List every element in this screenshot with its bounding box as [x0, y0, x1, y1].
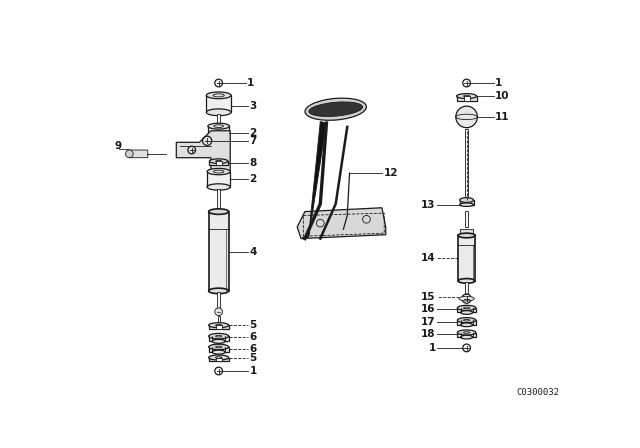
Text: 17: 17: [421, 317, 436, 327]
Polygon shape: [297, 208, 386, 238]
Bar: [209, 161, 228, 165]
Ellipse shape: [209, 209, 228, 214]
Polygon shape: [301, 121, 326, 238]
Ellipse shape: [458, 330, 476, 335]
Bar: [209, 347, 228, 352]
Bar: [207, 172, 230, 187]
Ellipse shape: [461, 335, 472, 339]
Bar: [465, 129, 468, 197]
Text: 2: 2: [250, 174, 257, 184]
Bar: [458, 320, 476, 325]
Ellipse shape: [206, 92, 231, 99]
Text: 8: 8: [250, 158, 257, 168]
Bar: [209, 336, 228, 341]
Text: 12: 12: [384, 168, 399, 178]
Ellipse shape: [209, 355, 228, 360]
Text: 4: 4: [250, 247, 257, 258]
Ellipse shape: [209, 344, 228, 350]
Bar: [465, 282, 468, 294]
Ellipse shape: [216, 346, 221, 348]
Bar: [465, 211, 468, 227]
Bar: [217, 293, 220, 308]
Bar: [217, 114, 220, 128]
Ellipse shape: [209, 288, 228, 294]
Ellipse shape: [216, 336, 221, 337]
Ellipse shape: [207, 168, 230, 175]
Bar: [458, 236, 475, 281]
Ellipse shape: [463, 307, 470, 309]
Ellipse shape: [460, 198, 474, 202]
Ellipse shape: [460, 203, 474, 207]
Bar: [206, 95, 231, 112]
Bar: [216, 358, 221, 362]
Text: 1: 1: [247, 78, 255, 88]
Bar: [209, 358, 228, 362]
Bar: [456, 96, 477, 101]
Ellipse shape: [207, 184, 230, 190]
Ellipse shape: [305, 98, 366, 120]
Bar: [209, 211, 228, 291]
Text: 9: 9: [115, 141, 122, 151]
Text: 6: 6: [250, 344, 257, 353]
Ellipse shape: [456, 94, 477, 99]
Circle shape: [125, 150, 133, 158]
Ellipse shape: [463, 332, 470, 333]
Ellipse shape: [216, 357, 221, 358]
Bar: [460, 228, 473, 233]
Text: 11: 11: [495, 112, 509, 122]
Ellipse shape: [208, 137, 230, 143]
Text: 10: 10: [495, 91, 509, 101]
Circle shape: [215, 308, 223, 315]
Ellipse shape: [216, 324, 221, 326]
Ellipse shape: [458, 279, 475, 283]
Text: 1: 1: [250, 366, 257, 376]
Ellipse shape: [208, 123, 230, 129]
Bar: [209, 325, 228, 329]
FancyBboxPatch shape: [129, 150, 148, 158]
Text: 6: 6: [250, 332, 257, 342]
Ellipse shape: [458, 318, 476, 323]
Bar: [216, 325, 221, 329]
Text: 15: 15: [421, 292, 436, 302]
Bar: [216, 161, 221, 165]
Ellipse shape: [206, 109, 231, 116]
Text: C0300032: C0300032: [516, 388, 559, 397]
Ellipse shape: [461, 323, 472, 327]
Ellipse shape: [463, 319, 470, 321]
Circle shape: [456, 106, 477, 128]
Ellipse shape: [459, 296, 474, 301]
Text: 5: 5: [250, 353, 257, 363]
Text: 5: 5: [250, 320, 257, 330]
Text: 13: 13: [421, 200, 436, 210]
Ellipse shape: [209, 159, 228, 164]
Bar: [458, 308, 476, 313]
Ellipse shape: [209, 333, 228, 339]
Text: 1: 1: [429, 343, 436, 353]
Ellipse shape: [216, 160, 221, 162]
Polygon shape: [176, 131, 230, 173]
Bar: [218, 315, 220, 322]
Ellipse shape: [458, 306, 476, 310]
Ellipse shape: [463, 95, 470, 97]
Text: 18: 18: [421, 329, 436, 339]
Ellipse shape: [309, 102, 362, 116]
Text: 7: 7: [250, 136, 257, 146]
Text: 14: 14: [421, 253, 436, 263]
Ellipse shape: [458, 233, 475, 238]
Bar: [460, 200, 474, 205]
Ellipse shape: [461, 310, 472, 314]
Bar: [463, 96, 470, 101]
Ellipse shape: [209, 323, 228, 327]
Ellipse shape: [212, 339, 225, 343]
Bar: [217, 189, 220, 210]
Text: 16: 16: [421, 304, 436, 314]
Bar: [458, 332, 476, 337]
Text: 2: 2: [250, 128, 257, 138]
Ellipse shape: [212, 350, 225, 354]
Text: 3: 3: [250, 101, 257, 111]
Text: 1: 1: [495, 78, 502, 88]
Bar: [208, 126, 230, 140]
